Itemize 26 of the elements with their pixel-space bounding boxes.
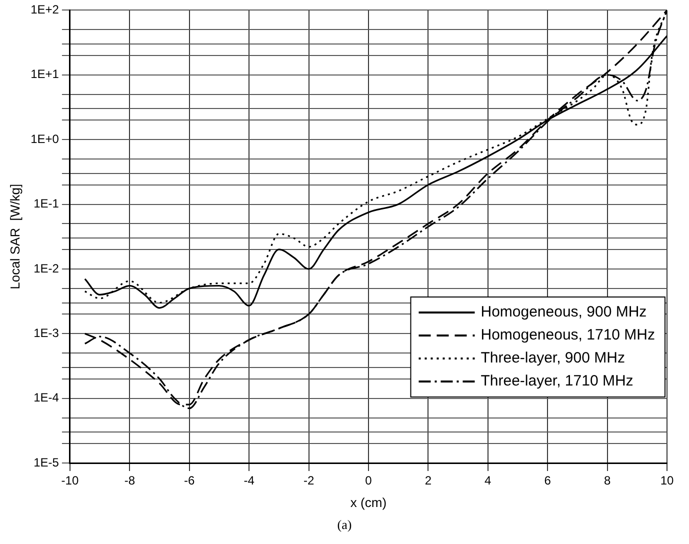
x-tick-label: -8 (124, 474, 136, 488)
x-tick-label: -10 (61, 474, 79, 488)
x-tick-label: 10 (660, 474, 674, 488)
legend-label: Three-layer, 1710 MHz (480, 372, 634, 390)
x-tick-label: 0 (365, 474, 372, 488)
text: (a) (336, 517, 353, 533)
y-tick-label: 1E+1 (30, 67, 60, 82)
y-tick-label: 1E-1 (34, 196, 60, 211)
x-tick-label: -6 (184, 474, 196, 488)
x-tick-label: 4 (484, 474, 492, 488)
y-tick-label: 1E-5 (34, 455, 60, 470)
x-axis-title: x (cm) (350, 494, 387, 510)
x-tick-label: 8 (604, 474, 611, 488)
legend-label: Homogeneous, 1710 MHz (480, 326, 655, 344)
y-tick-label: 1E+2 (30, 2, 60, 17)
y-tick-label: 1E-3 (34, 326, 60, 340)
y-tick-label: 1E-2 (34, 261, 60, 276)
x-tick-label: 6 (544, 474, 552, 488)
legend-label: Homogeneous, 900 MHz (480, 304, 647, 321)
legend-label: Three-layer, 900 MHz (480, 350, 625, 367)
x-tick-label: -4 (244, 474, 255, 488)
y-axis-title: Local SAR [W/kg] (7, 184, 22, 290)
y-tick-label: 1E+0 (30, 132, 60, 146)
x-tick-label: -2 (303, 474, 314, 488)
y-tick-label: 1E-4 (34, 390, 60, 405)
x-tick-label: 2 (424, 474, 432, 488)
